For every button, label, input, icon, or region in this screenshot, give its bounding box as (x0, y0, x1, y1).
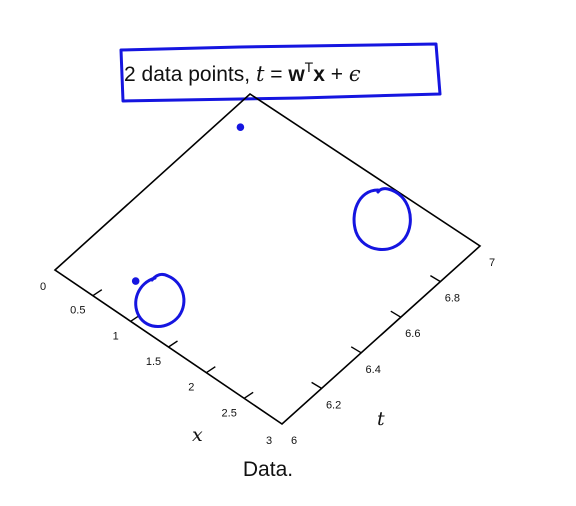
x-tick-label: 2 (188, 382, 194, 394)
x-tick-label: 2.5 (222, 407, 237, 419)
x-axis-ticks: 0 0.5 1 1.5 2 2.5 3 (40, 281, 272, 447)
y-tick-label: 7 (489, 257, 495, 269)
y-tick-label: 6 (291, 435, 297, 447)
title-sup: T (305, 59, 314, 75)
annotation-circle-2 (352, 187, 412, 251)
plot-frame (53, 92, 482, 426)
y-tick-label: 6.2 (326, 399, 341, 411)
x-tick-label: 3 (266, 435, 272, 447)
title-eq: = (264, 63, 288, 86)
annotation-circle-1 (134, 272, 186, 328)
y-axis-label: t (377, 408, 385, 430)
x-tick-label: 0.5 (70, 305, 85, 317)
y-tick-label: 6.4 (366, 364, 381, 376)
x-tick-label: 0 (40, 281, 46, 293)
title-highlight-box (119, 42, 442, 103)
y-tick-mark (390, 310, 402, 318)
title-w: w (287, 63, 305, 86)
data-point-1 (131, 277, 140, 285)
y-tick-mark (311, 381, 322, 390)
title-x: x (313, 63, 325, 86)
x-tick-label: 1.5 (146, 356, 161, 368)
y-tick-mark (350, 346, 362, 354)
title-eps: ϵ (349, 62, 361, 86)
chart-title: 2 data points, t = wTx + ϵ (124, 59, 361, 86)
data-point-2 (236, 123, 245, 131)
x-tick-mark (168, 340, 178, 348)
x-axis-label: x (192, 424, 203, 446)
figure-caption: Data. (242, 458, 294, 481)
x-tick-label: 1 (113, 330, 119, 342)
x-tick-mark (243, 391, 254, 399)
y-tick-label: 6.6 (405, 328, 420, 340)
title-t: t (256, 62, 265, 86)
title-box: 2 data points, t = wTx + ϵ (119, 42, 442, 103)
x-tick-mark (205, 366, 216, 374)
y-tick-mark (430, 274, 441, 283)
title-plus: + (325, 63, 349, 86)
title-prefix: 2 data points, (124, 63, 256, 86)
x-tick-mark (92, 289, 103, 297)
y-axis-ticks: 6 6.2 6.4 6.6 6.8 7 (291, 257, 495, 447)
y-tick-label: 6.8 (445, 293, 460, 305)
data-points (131, 123, 245, 285)
